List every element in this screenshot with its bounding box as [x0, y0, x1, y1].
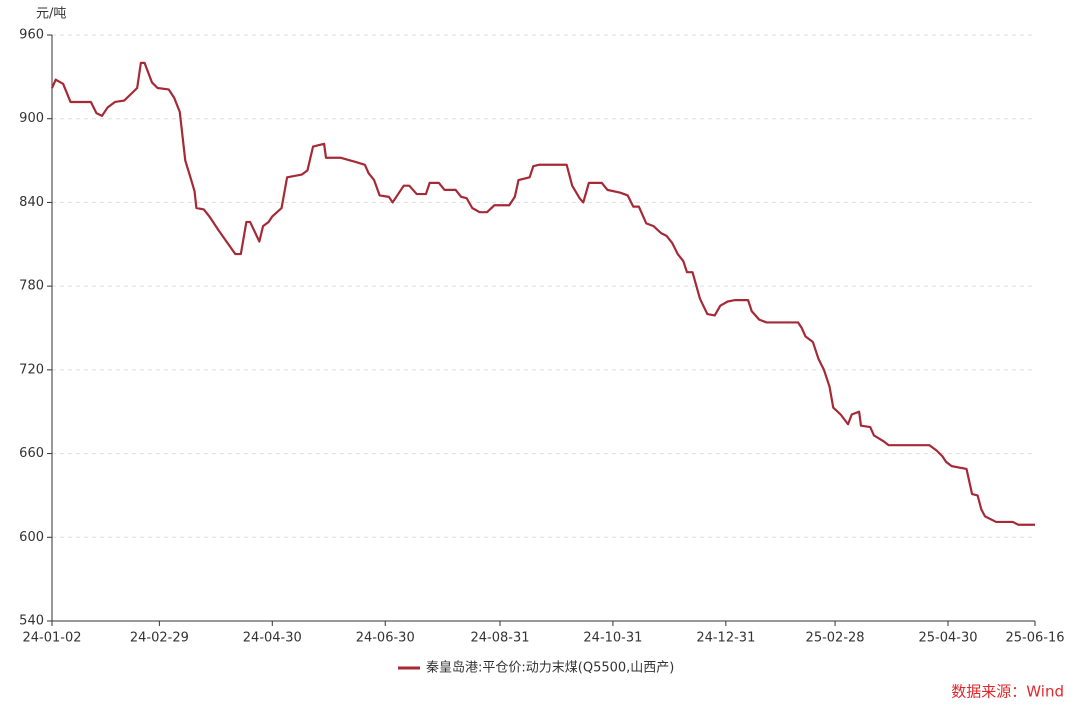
- x-tick-label: 24-12-31: [696, 631, 755, 646]
- y-tick-label: 720: [19, 362, 44, 377]
- legend-label: 秦皇岛港:平仓价:动力末煤(Q5500,山西产): [426, 660, 674, 676]
- x-tick-label: 24-10-31: [583, 631, 642, 646]
- y-tick-label: 780: [19, 279, 44, 294]
- source-note: 数据来源：Wind: [951, 683, 1064, 701]
- x-tick-label: 25-02-28: [806, 631, 865, 646]
- series-line: [50, 61, 1035, 526]
- y-tick-label: 960: [19, 28, 44, 43]
- y-tick-label: 900: [19, 111, 44, 126]
- y-tick-label: 840: [19, 195, 44, 210]
- y-tick-label: 540: [19, 614, 44, 629]
- x-tick-label: 24-04-30: [243, 631, 302, 646]
- x-tick-label: 25-06-16: [1005, 631, 1064, 646]
- x-tick-label: 24-06-30: [356, 631, 415, 646]
- x-tick-label: 24-08-31: [470, 631, 529, 646]
- y-tick-label: 660: [19, 446, 44, 461]
- x-tick-label: 24-01-02: [22, 631, 81, 646]
- y-axis-unit: 元/吨: [36, 7, 66, 22]
- y-tick-label: 600: [19, 530, 44, 545]
- x-tick-label: 24-02-29: [130, 631, 189, 646]
- x-tick-label: 25-04-30: [918, 631, 977, 646]
